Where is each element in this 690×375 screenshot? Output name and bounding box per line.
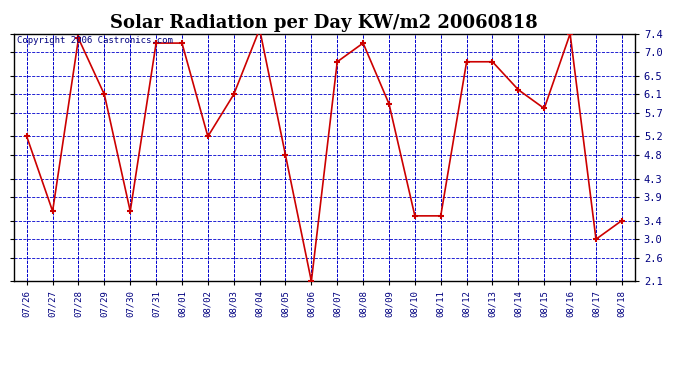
Title: Solar Radiation per Day KW/m2 20060818: Solar Radiation per Day KW/m2 20060818 bbox=[110, 14, 538, 32]
Text: Copyright 2006 Castronics.com: Copyright 2006 Castronics.com bbox=[17, 36, 172, 45]
